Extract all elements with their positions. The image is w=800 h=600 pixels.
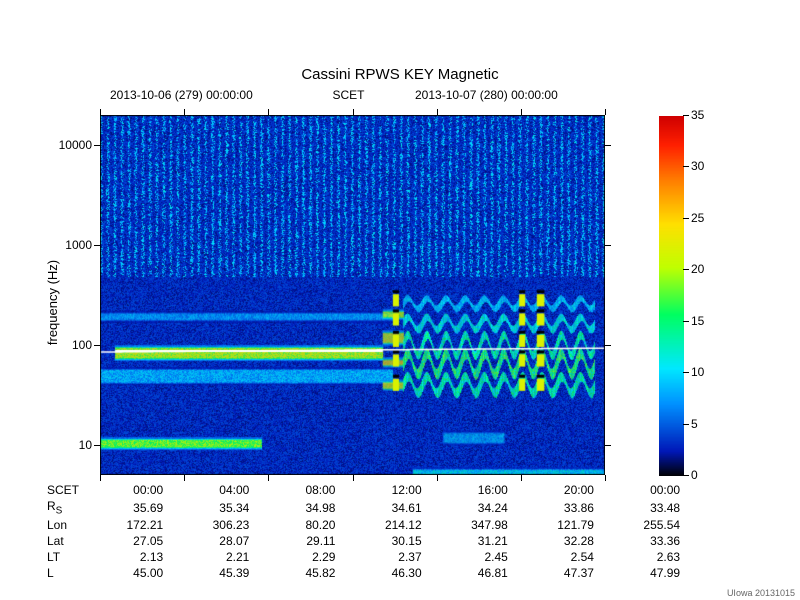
y-tick: 10000 (59, 138, 92, 152)
colorbar-tick: 30 (691, 159, 704, 173)
y-axis-label: frequency (Hz) (45, 260, 60, 345)
ephem-cell: 33.36 (604, 534, 688, 548)
ephem-cell: 00:00 (87, 483, 171, 497)
ephem-cell: 2.21 (173, 550, 257, 564)
ephem-cell: 46.30 (345, 566, 429, 580)
spectrogram-plot (100, 115, 605, 475)
ephem-cell: 04:00 (173, 483, 257, 497)
ephem-row-label: RS (47, 499, 85, 516)
ephem-row-label: Lat (47, 534, 85, 548)
ephem-cell: 2.54 (518, 550, 602, 564)
colorbar-tick: 20 (691, 262, 704, 276)
ephem-cell: 2.63 (604, 550, 688, 564)
colorbar-tick: 0 (691, 468, 698, 482)
ephem-cell: 2.29 (259, 550, 343, 564)
ephem-cell: 47.37 (518, 566, 602, 580)
ephem-row-label: LT (47, 550, 85, 564)
y-tick: 1000 (65, 238, 92, 252)
ephem-cell: 34.61 (345, 499, 429, 516)
ephem-cell: 255.54 (604, 518, 688, 532)
ephem-cell: 27.05 (87, 534, 171, 548)
ephem-cell: 08:00 (259, 483, 343, 497)
y-tick: 10 (79, 438, 92, 452)
ephem-cell: 35.34 (173, 499, 257, 516)
ephem-cell: 214.12 (345, 518, 429, 532)
subtitle-right: 2013-10-07 (280) 00:00:00 (415, 88, 558, 102)
ephem-cell: 47.99 (604, 566, 688, 580)
ephem-cell: 2.45 (432, 550, 516, 564)
ephem-cell: 347.98 (432, 518, 516, 532)
ephemeris-table: SCET00:0004:0008:0012:0016:0020:0000:00R… (45, 481, 690, 582)
ephem-cell: 46.81 (432, 566, 516, 580)
ephem-cell: 16:00 (432, 483, 516, 497)
ephem-cell: 33.86 (518, 499, 602, 516)
colorbar-tick: 5 (691, 417, 698, 431)
ephem-cell: 172.21 (87, 518, 171, 532)
ephem-cell: 2.13 (87, 550, 171, 564)
ephem-cell: 45.82 (259, 566, 343, 580)
credit-text: UIowa 20131015 (727, 588, 795, 598)
ephem-row-label: L (47, 566, 85, 580)
subtitle-left: 2013-10-06 (279) 00:00:00 (110, 88, 253, 102)
ephem-cell: 45.39 (173, 566, 257, 580)
colorbar (658, 115, 685, 477)
ephem-cell: 33.48 (604, 499, 688, 516)
colorbar-tick: 15 (691, 314, 704, 328)
ephem-row-label: SCET (47, 483, 85, 497)
ephem-cell: 20:00 (518, 483, 602, 497)
ephem-cell: 306.23 (173, 518, 257, 532)
ephem-cell: 12:00 (345, 483, 429, 497)
colorbar-tick: 35 (691, 108, 704, 122)
chart-title: Cassini RPWS KEY Magnetic (0, 66, 800, 83)
ephem-row-label: Lon (47, 518, 85, 532)
colorbar-tick: 10 (691, 365, 704, 379)
ephem-cell: 35.69 (87, 499, 171, 516)
ephem-cell: 80.20 (259, 518, 343, 532)
ephem-cell: 121.79 (518, 518, 602, 532)
ephem-cell: 28.07 (173, 534, 257, 548)
ephem-cell: 45.00 (87, 566, 171, 580)
ephem-cell: 32.28 (518, 534, 602, 548)
ephem-cell: 00:00 (604, 483, 688, 497)
ephem-cell: 31.21 (432, 534, 516, 548)
ephem-cell: 34.24 (432, 499, 516, 516)
ephem-cell: 34.98 (259, 499, 343, 516)
colorbar-tick: 25 (691, 211, 704, 225)
ephem-cell: 30.15 (345, 534, 429, 548)
ephem-cell: 29.11 (259, 534, 343, 548)
ephem-cell: 2.37 (345, 550, 429, 564)
y-tick: 100 (72, 338, 92, 352)
subtitle-center: SCET (333, 88, 365, 102)
